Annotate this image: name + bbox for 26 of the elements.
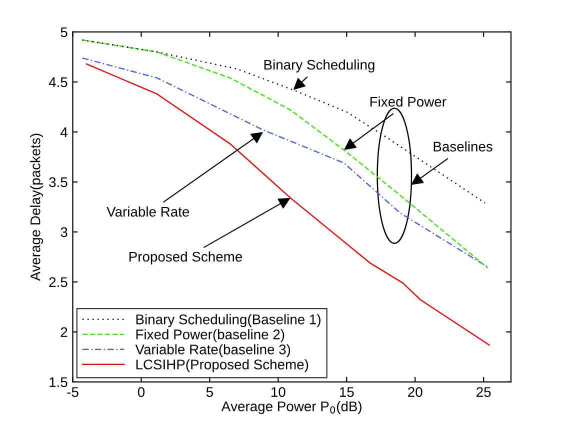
annotation: Variable Rate — [106, 206, 190, 217]
x-tick-label: 0 — [138, 387, 145, 397]
x-tick-label: 5 — [206, 387, 213, 397]
x-tick-label: -5 — [67, 387, 78, 397]
legend-label: Variable Rate(baseline 3) — [135, 344, 290, 358]
annotation: Binary Scheduling — [264, 59, 374, 72]
x-tick-label: 15 — [340, 387, 354, 397]
annotation: Baselines — [434, 141, 492, 152]
x-tick-label: 10 — [272, 387, 286, 397]
x-axis-title: Average Power P$_{0}$(dB) — [221, 401, 362, 414]
y-tick-label: 4.5 — [48, 77, 68, 88]
x-tick-label: 25 — [476, 387, 491, 397]
legend-label: LCSIHP(Proposed Scheme) — [136, 359, 308, 372]
y-tick-label: 4 — [60, 127, 68, 137]
y-tick-label: 2.5 — [49, 277, 68, 288]
y-tick-label: 1.5 — [50, 377, 68, 388]
annotation: Fixed Power — [370, 96, 446, 107]
y-tick-label: 5 — [60, 27, 68, 38]
y-tick-label: 2 — [60, 327, 68, 337]
y-tick-label: 3 — [60, 227, 68, 238]
y-tick-label: 3.5 — [49, 177, 68, 188]
annotation: Proposed Scheme — [130, 251, 242, 264]
y-axis-title: Average Delay(packets) — [30, 134, 44, 281]
legend-label: Binary Scheduling(Baseline 1) — [136, 314, 320, 328]
x-tick-label: 20 — [408, 387, 422, 397]
legend-label: Fixed Power(baseline 2) — [136, 329, 284, 342]
